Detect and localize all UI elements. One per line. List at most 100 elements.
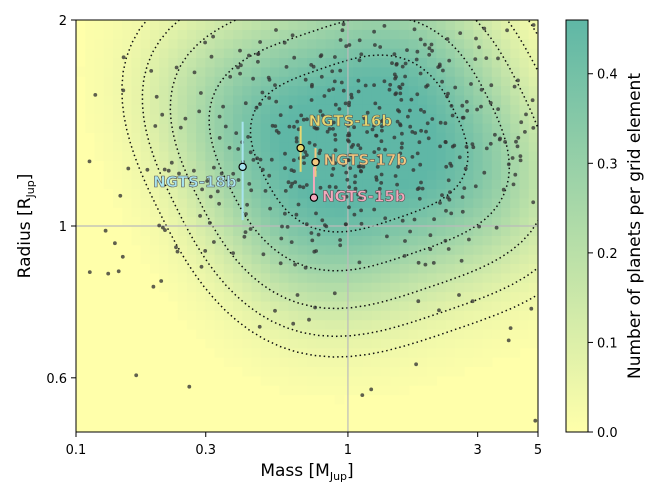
heatmap-cell xyxy=(445,123,456,133)
planet-point xyxy=(410,155,415,159)
heatmap-cell xyxy=(307,38,317,49)
heatmap-cell xyxy=(288,272,299,283)
heatmap-cell xyxy=(334,123,345,133)
planet-point xyxy=(174,65,179,70)
planet-point xyxy=(287,124,292,129)
heatmap-cell xyxy=(427,188,437,199)
planet-point xyxy=(393,92,398,97)
planet-point xyxy=(406,114,410,119)
heatmap-cell xyxy=(307,310,317,321)
heatmap-cell xyxy=(464,244,474,255)
planet-point xyxy=(409,97,414,102)
heatmap-cell xyxy=(122,94,133,105)
heatmap-cell xyxy=(279,113,290,124)
heatmap-cell xyxy=(214,300,225,311)
planet-point xyxy=(423,42,427,47)
planet-point xyxy=(203,40,208,45)
heatmap-cell xyxy=(519,29,530,40)
heatmap-cell xyxy=(140,244,151,255)
heatmap-cell xyxy=(242,197,253,208)
heatmap-cell xyxy=(417,207,428,218)
planet-point xyxy=(533,418,538,423)
heatmap-cell xyxy=(131,38,142,49)
planet-point xyxy=(394,62,399,67)
heatmap-cell xyxy=(427,123,437,133)
planet-point xyxy=(192,168,196,173)
heatmap-cell xyxy=(260,132,271,143)
heatmap-cell xyxy=(417,244,428,255)
planet-point xyxy=(327,88,331,93)
heatmap-cell xyxy=(307,291,317,302)
heatmap-cell xyxy=(445,319,456,330)
heatmap-cell xyxy=(260,263,271,274)
planet-point xyxy=(464,144,469,149)
heatmap-cell xyxy=(473,188,484,199)
heatmap-cell xyxy=(168,169,179,180)
heatmap-cell xyxy=(510,254,521,265)
heatmap-cell xyxy=(122,169,133,180)
planet-point xyxy=(248,150,253,155)
heatmap-cell xyxy=(233,169,243,180)
heatmap-cell xyxy=(399,272,410,283)
heatmap-cell xyxy=(436,169,447,180)
heatmap-cell xyxy=(445,29,456,40)
heatmap-cell xyxy=(427,366,437,377)
heatmap-cell xyxy=(316,20,327,30)
heatmap-cell xyxy=(103,57,114,68)
heatmap-cell xyxy=(390,244,400,255)
heatmap-cell xyxy=(140,94,151,105)
planet-marker xyxy=(238,162,247,172)
heatmap-cell xyxy=(214,235,225,246)
heatmap-cell xyxy=(454,254,465,265)
heatmap-cell xyxy=(464,179,474,190)
heatmap-cell xyxy=(112,94,123,105)
heatmap-cell xyxy=(233,319,243,330)
planet-point xyxy=(436,65,441,69)
planet-point xyxy=(280,224,284,229)
heatmap-cell xyxy=(149,160,160,171)
heatmap-cell xyxy=(501,244,511,255)
heatmap-cell xyxy=(288,263,299,274)
heatmap-cell xyxy=(233,160,243,171)
heatmap-cell xyxy=(260,66,271,77)
heatmap-cell xyxy=(528,113,538,124)
heatmap-cell xyxy=(307,254,317,265)
heatmap-cell xyxy=(371,366,382,377)
heatmap-cell xyxy=(288,310,299,321)
planet-point xyxy=(349,95,354,100)
planet-point xyxy=(423,262,428,267)
heatmap-cell xyxy=(223,357,234,368)
planet-point xyxy=(388,82,393,87)
heatmap-cell xyxy=(270,123,280,133)
heatmap-cell xyxy=(464,263,474,274)
planet-point xyxy=(309,98,314,102)
heatmap-cell xyxy=(297,123,308,133)
heatmap-cell xyxy=(482,151,493,162)
heatmap-cell xyxy=(214,329,225,339)
planet-point xyxy=(399,145,404,150)
heatmap-cell xyxy=(140,151,151,162)
planet-point xyxy=(424,129,428,134)
heatmap-cell xyxy=(122,188,133,199)
heatmap-cell xyxy=(131,197,142,208)
planet-point xyxy=(464,99,469,104)
planet-point xyxy=(228,74,233,79)
planet-point xyxy=(274,99,279,104)
heatmap-cell xyxy=(149,244,160,255)
heatmap-cell xyxy=(316,151,327,162)
planet-point xyxy=(236,178,241,182)
planet-point xyxy=(283,151,287,156)
heatmap-cell xyxy=(307,272,317,283)
heatmap-cell xyxy=(251,29,262,40)
heatmap-cell xyxy=(168,207,179,218)
heatmap-cell xyxy=(270,282,280,293)
heatmap-cell xyxy=(362,291,373,302)
heatmap-cell xyxy=(140,235,151,246)
heatmap-cell xyxy=(288,244,299,255)
heatmap-cell xyxy=(325,132,336,143)
planet-point xyxy=(258,102,262,106)
heatmap-cell xyxy=(491,132,502,143)
heatmap-cell xyxy=(186,319,197,330)
heatmap-cell xyxy=(501,179,511,190)
heatmap-cell xyxy=(316,319,327,330)
